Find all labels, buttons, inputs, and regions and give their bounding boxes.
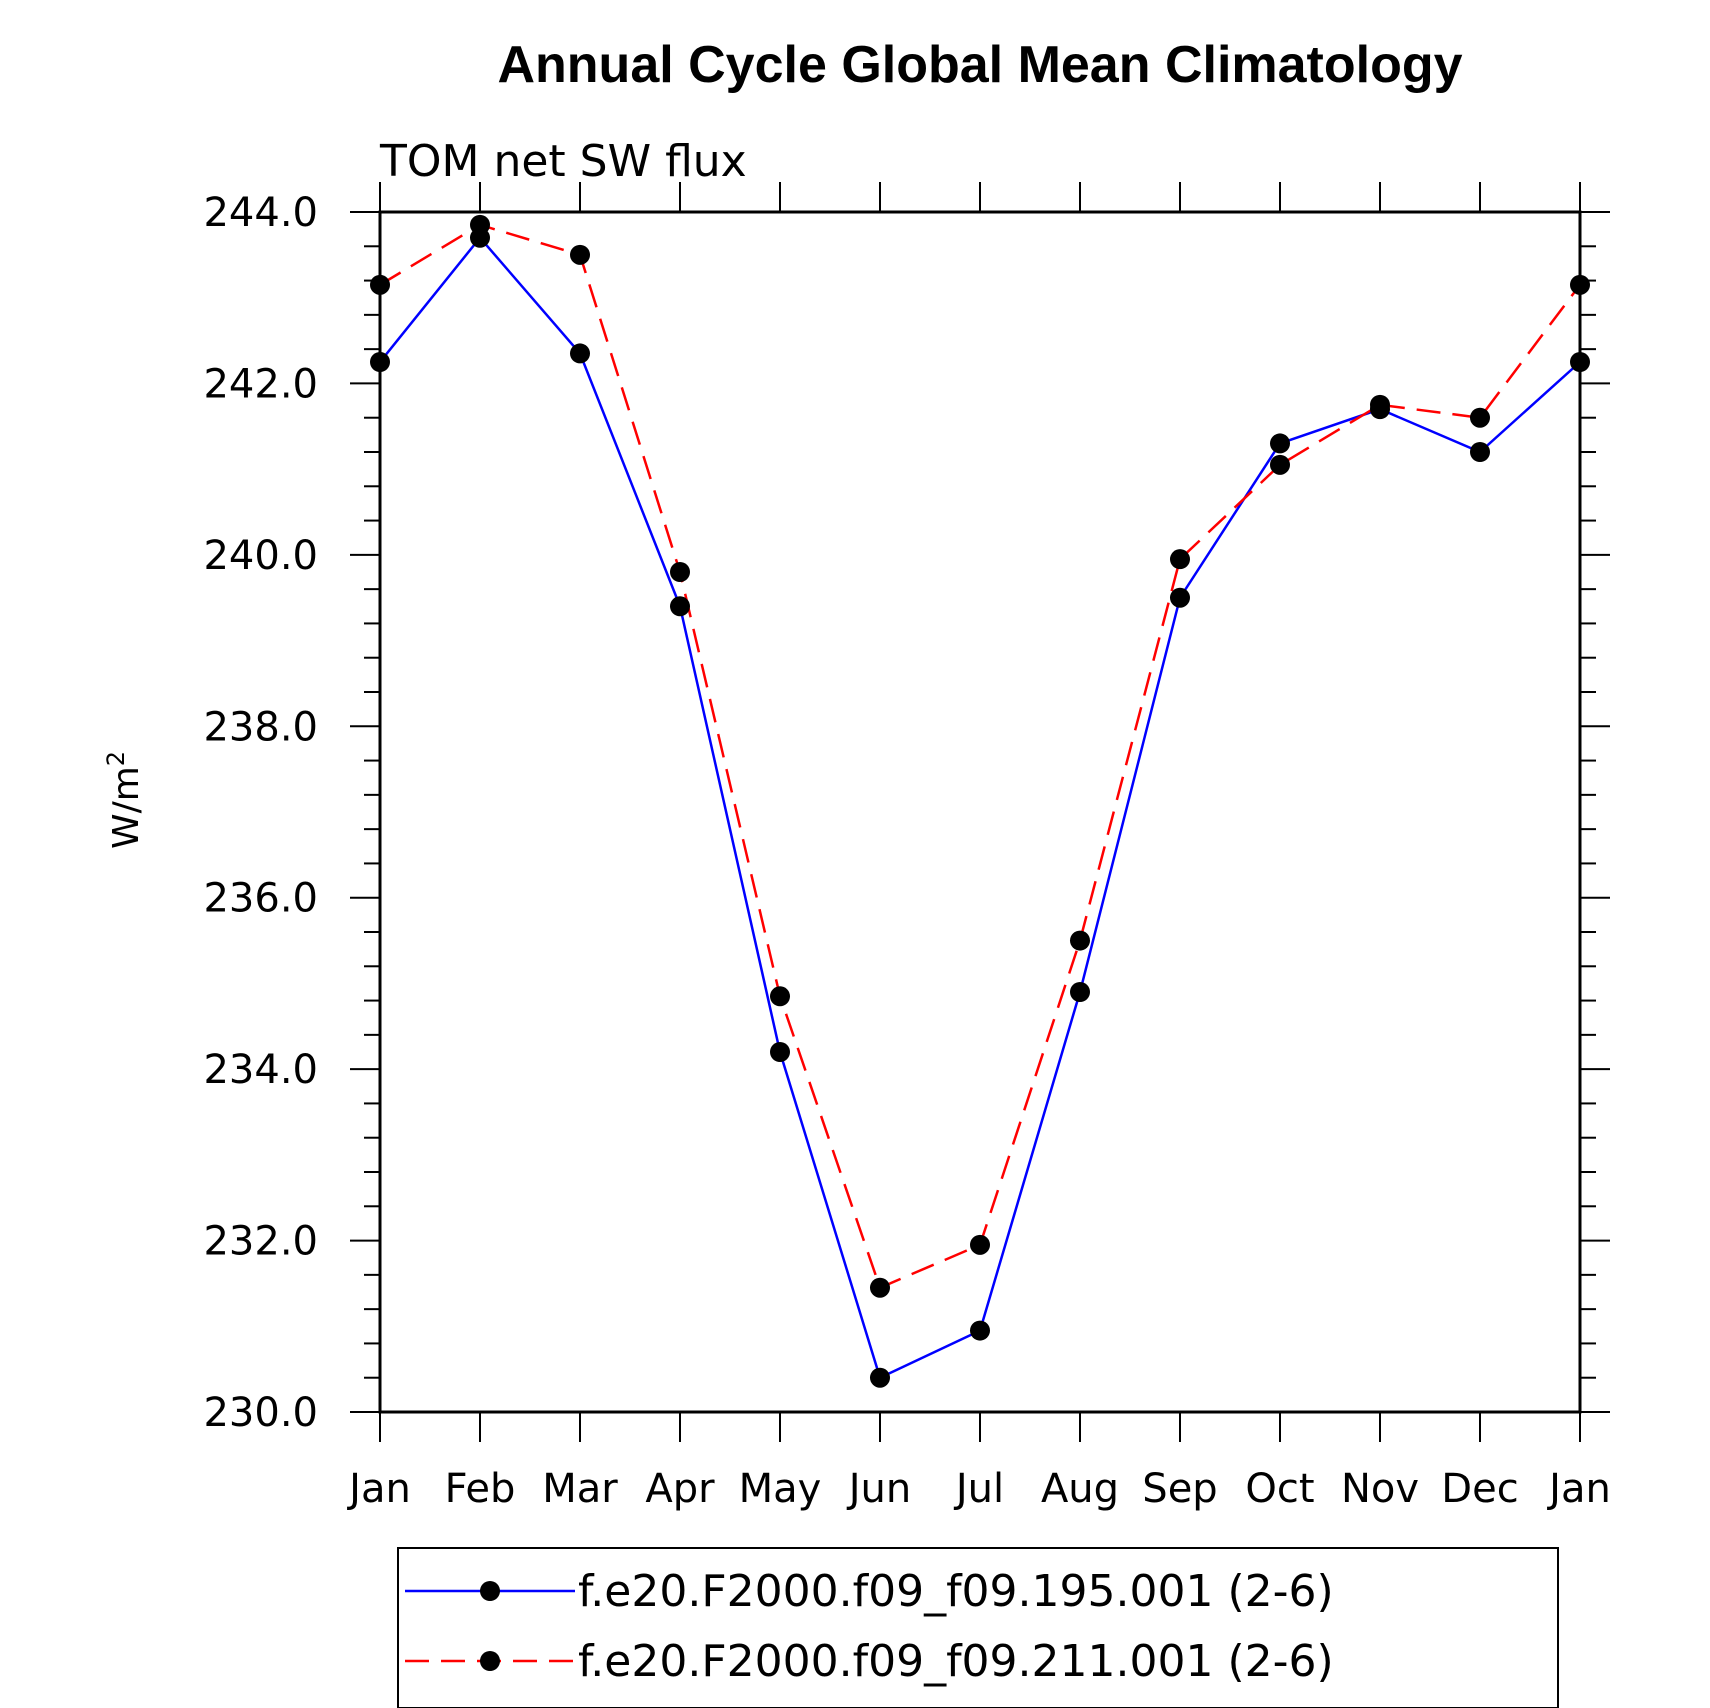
legend-label-series-2: f.e20.F2000.f09_f09.211.001 (2-6)	[578, 1636, 1334, 1687]
x-tick-label: Jun	[846, 1466, 912, 1512]
series-line-2	[379, 223, 1581, 1290]
data-point-series-1	[1470, 442, 1490, 462]
x-tick-label: Jan	[346, 1466, 411, 1512]
legend-label-series-1: f.e20.F2000.f09_f09.195.001 (2-6)	[578, 1566, 1334, 1617]
y-tick-label: 230.0	[203, 1390, 318, 1436]
chart-title: Annual Cycle Global Mean Climatology	[497, 36, 1462, 94]
data-point-series-2	[1470, 407, 1490, 428]
data-point-series-2	[770, 986, 790, 1007]
x-tick-label: Dec	[1441, 1466, 1518, 1512]
x-tick-label: Jan	[1546, 1466, 1611, 1512]
y-tick-label: 232.0	[203, 1219, 318, 1265]
y-tick-label: 242.0	[203, 361, 318, 407]
data-point-series-1	[770, 1042, 790, 1062]
x-tick-labels: Jan Feb Mar Apr May Jun Jul Aug Sep Oct Nov Dec Jan	[346, 1466, 1611, 1512]
data-point-series-2	[970, 1234, 990, 1255]
plot-frame	[378, 210, 1582, 1414]
data-point-series-2	[1370, 394, 1390, 415]
data-point-series-2	[370, 274, 390, 295]
data-point-series-1	[370, 352, 390, 372]
x-tick-label: Sep	[1142, 1466, 1217, 1512]
data-point-series-2	[870, 1277, 890, 1298]
axis-ticks	[350, 182, 1610, 1442]
data-point-series-2	[570, 244, 590, 265]
data-point-series-1	[670, 596, 690, 617]
x-tick-label: Feb	[445, 1466, 516, 1512]
legend: f.e20.F2000.f09_f09.195.001 (2-6) f.e20.…	[397, 1547, 1559, 1708]
x-tick-label: Mar	[542, 1466, 618, 1512]
y-tick-label: 238.0	[203, 704, 318, 750]
data-point-series-1	[1270, 433, 1290, 454]
data-point-series-1	[1170, 587, 1190, 608]
x-tick-label: Aug	[1041, 1466, 1119, 1512]
data-point-series-2	[1070, 930, 1090, 951]
series-markers	[370, 214, 1590, 1388]
x-tick-label: Jul	[953, 1466, 1004, 1512]
data-point-series-1	[570, 343, 590, 364]
y-axis-label: W/m2	[102, 751, 147, 849]
svg-text:W/m2: W/m2	[102, 751, 147, 849]
series-lines	[379, 223, 1581, 1380]
data-point-series-1	[970, 1320, 990, 1341]
y-tick-label: 236.0	[203, 876, 318, 922]
y-axis-label-text: W/m	[106, 766, 147, 849]
data-point-series-2	[1570, 274, 1590, 295]
y-tick-labels: 230.0 232.0 234.0 236.0 238.0 240.0 242.0 244.0	[203, 190, 318, 1436]
y-axis-label-superscript: 2	[102, 751, 130, 766]
data-point-series-1	[870, 1367, 890, 1388]
data-point-series-1	[1570, 352, 1590, 372]
x-tick-label: Oct	[1245, 1466, 1314, 1512]
data-point-series-2	[1270, 454, 1290, 475]
y-tick-label: 240.0	[203, 533, 318, 579]
data-point-series-2	[470, 214, 490, 235]
legend-box	[397, 1547, 1559, 1708]
legend-marker-series-1	[480, 1581, 500, 1601]
data-point-series-2	[670, 562, 690, 582]
series-line-1	[379, 235, 1581, 1380]
y-tick-label: 244.0	[203, 190, 318, 236]
x-tick-label: Nov	[1341, 1466, 1419, 1512]
y-tick-label: 234.0	[203, 1047, 318, 1093]
legend-marker-series-2	[480, 1651, 500, 1671]
x-tick-label: Apr	[645, 1466, 715, 1512]
data-point-series-1	[1070, 982, 1090, 1002]
x-tick-label: May	[739, 1466, 822, 1512]
data-point-series-2	[1170, 549, 1190, 570]
chart-subtitle: TOM net SW flux	[379, 136, 747, 187]
